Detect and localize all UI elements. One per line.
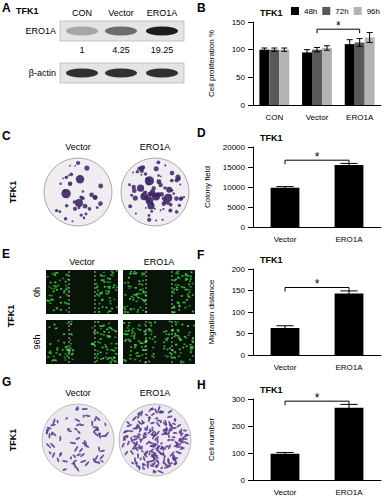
svg-text:TFK1: TFK1 [260, 133, 283, 143]
svg-text:TFK1: TFK1 [8, 429, 18, 452]
svg-text:B: B [197, 1, 206, 15]
svg-text:G: G [2, 375, 11, 389]
svg-text:E: E [2, 247, 10, 261]
svg-text:10000: 10000 [223, 183, 246, 192]
svg-text:Vector: Vector [274, 363, 297, 372]
svg-text:5000: 5000 [227, 203, 245, 212]
svg-text:ERO1A: ERO1A [25, 26, 56, 36]
svg-text:150: 150 [232, 286, 246, 295]
svg-text:ERO1A: ERO1A [147, 8, 178, 18]
svg-text:TFK1: TFK1 [260, 385, 283, 395]
svg-text:50: 50 [236, 329, 245, 338]
svg-text:ERO1A: ERO1A [346, 113, 374, 122]
svg-text:ERO1A: ERO1A [335, 488, 363, 497]
svg-text:TFK1: TFK1 [8, 181, 18, 204]
svg-text:*: * [315, 150, 320, 164]
svg-text:19.25: 19.25 [151, 45, 174, 55]
svg-text:CON: CON [72, 8, 92, 18]
svg-text:50: 50 [236, 73, 245, 82]
svg-text:300: 300 [232, 395, 246, 404]
svg-text:100: 100 [232, 45, 246, 54]
svg-text:72h: 72h [335, 7, 348, 16]
svg-text:ERO1A: ERO1A [144, 257, 175, 267]
svg-text:*: * [336, 19, 341, 33]
svg-text:Vector: Vector [274, 235, 297, 244]
svg-text:0h: 0h [32, 287, 42, 297]
svg-text:96h: 96h [367, 7, 380, 16]
svg-text:TFK1: TFK1 [16, 6, 39, 16]
svg-text:TFK1: TFK1 [260, 255, 283, 265]
svg-text:0: 0 [241, 476, 246, 485]
svg-text:Vector: Vector [69, 257, 95, 267]
svg-text:F: F [197, 248, 204, 262]
svg-text:ERO1A: ERO1A [335, 363, 363, 372]
svg-text:Vector: Vector [274, 488, 297, 497]
svg-text:Cell proliferation %: Cell proliferation % [207, 30, 216, 97]
svg-text:200: 200 [232, 422, 246, 431]
svg-text:ERO1A: ERO1A [335, 235, 363, 244]
svg-text:ERO1A: ERO1A [140, 142, 171, 152]
svg-text:96h: 96h [32, 334, 42, 349]
svg-text:D: D [197, 126, 206, 140]
svg-text:H: H [197, 378, 206, 392]
svg-text:Vector: Vector [65, 388, 91, 398]
svg-text:CON: CON [265, 113, 283, 122]
svg-text:100: 100 [232, 449, 246, 458]
svg-text:Vector: Vector [108, 8, 134, 18]
svg-text:0: 0 [241, 223, 246, 232]
svg-text:ERO1A: ERO1A [140, 388, 171, 398]
svg-text:C: C [2, 129, 11, 143]
svg-text:TFK1: TFK1 [6, 305, 16, 328]
svg-text:20000: 20000 [223, 143, 246, 152]
svg-text:A: A [2, 1, 11, 15]
svg-text:48h: 48h [304, 7, 317, 16]
svg-text:100: 100 [232, 308, 246, 317]
svg-text:β-actin: β-actin [29, 68, 56, 78]
svg-text:1: 1 [79, 45, 84, 55]
svg-text:0: 0 [241, 351, 246, 360]
svg-text:15000: 15000 [223, 163, 246, 172]
svg-text:150: 150 [232, 18, 246, 27]
svg-text:200: 200 [232, 265, 246, 274]
svg-text:TFK1: TFK1 [260, 8, 283, 18]
svg-text:0: 0 [241, 101, 246, 110]
svg-text:Colony field: Colony field [203, 166, 212, 208]
svg-text:Vector: Vector [306, 113, 329, 122]
svg-text:Cell number: Cell number [207, 418, 216, 461]
svg-text:4.25: 4.25 [112, 45, 130, 55]
svg-text:*: * [315, 391, 320, 405]
svg-text:*: * [315, 277, 320, 291]
svg-text:Vector: Vector [65, 142, 91, 152]
svg-text:Migration distance: Migration distance [207, 279, 216, 344]
